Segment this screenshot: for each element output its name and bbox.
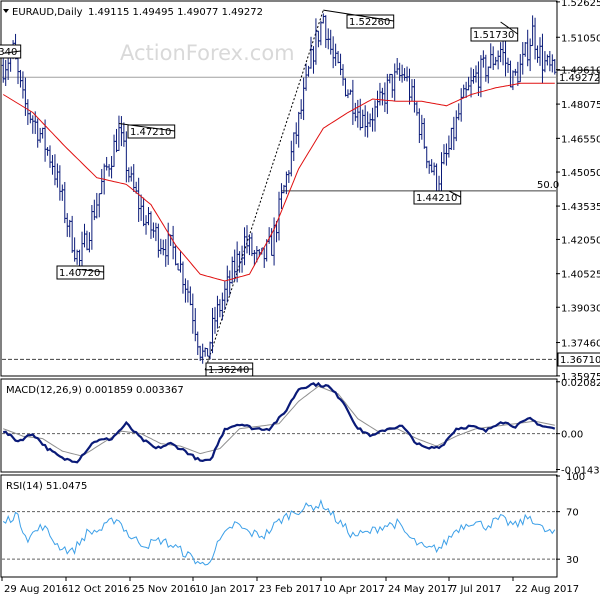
price-label-box bbox=[470, 27, 519, 42]
macd-tick-label: -0.014386 bbox=[561, 465, 600, 476]
price-label: 1.36710 bbox=[560, 355, 600, 366]
price-label: 1.51730 bbox=[473, 30, 514, 41]
x-tick-label: 23 Feb 2017 bbox=[259, 584, 321, 595]
price-tick-label: 1.40525 bbox=[561, 270, 600, 281]
price-label-leader bbox=[3, 50, 21, 54]
macd-tick-label: 0.00 bbox=[561, 430, 583, 441]
price-tick-label: 1.39030 bbox=[561, 303, 600, 314]
price-panel-frame bbox=[0, 0, 558, 377]
last-price-box bbox=[556, 69, 600, 84]
macd-tick-label: 0.020827 bbox=[561, 378, 600, 389]
price-tick-label: 1.48075 bbox=[561, 100, 600, 111]
price-label-leader bbox=[77, 268, 104, 273]
macd-main-line bbox=[3, 381, 556, 464]
price-label-box bbox=[346, 14, 395, 29]
price-tick-label: 1.42050 bbox=[561, 235, 600, 246]
rsi-tick-label: 100 bbox=[566, 472, 585, 483]
x-tick-label: 22 Aug 2017 bbox=[515, 584, 579, 595]
price-tick-label: 1.37460 bbox=[561, 339, 600, 350]
x-tick-label: 10 Jan 2017 bbox=[195, 584, 255, 595]
price-tick-label: 1.45050 bbox=[561, 168, 600, 179]
fib-50-label: 50.0 bbox=[537, 180, 559, 191]
price-tick-label: 1.52625 bbox=[561, 0, 600, 9]
rsi-line-path bbox=[2, 498, 556, 566]
price-tick-label: 1.46550 bbox=[561, 134, 600, 145]
price-label-leader bbox=[118, 123, 175, 132]
price-label: 1.44210 bbox=[416, 193, 457, 204]
rsi-tick-label: 30 bbox=[566, 555, 579, 566]
price-label-leader bbox=[205, 368, 253, 371]
ohlc-readout: 1.49115 1.49495 1.49077 1.49272 bbox=[88, 7, 263, 18]
price-label-leader bbox=[323, 9, 394, 22]
macd-lines bbox=[2, 381, 556, 464]
price-label-box bbox=[56, 265, 105, 280]
x-tick-label: 29 Aug 2016 bbox=[4, 584, 68, 595]
price-label: 1.52260 bbox=[349, 17, 390, 28]
price-tick-label: 1.43535 bbox=[561, 202, 600, 213]
watermark: ActionForex.com bbox=[120, 41, 295, 65]
last-price-label: 1.49272 bbox=[559, 73, 600, 84]
rsi-line bbox=[2, 498, 556, 566]
price-label-box bbox=[557, 352, 600, 367]
rsi-title: RSI(14) 51.0475 bbox=[6, 481, 87, 492]
moving-average-line bbox=[2, 82, 555, 282]
x-tick-label: 12 Oct 2016 bbox=[68, 584, 130, 595]
price-tick-label: 1.49610 bbox=[561, 66, 600, 77]
symbol-marker-icon bbox=[3, 9, 9, 13]
price-tick-label: 1.35975 bbox=[561, 372, 600, 383]
macd-panel-frame bbox=[0, 378, 558, 473]
chart-symbol: EURAUD,Daily bbox=[12, 7, 83, 18]
macd-title: MACD(12,26,9) 0.001859 0.003367 bbox=[6, 385, 184, 396]
price-label: 1.40720 bbox=[59, 268, 100, 279]
price-label-box bbox=[413, 190, 462, 205]
rsi-panel-frame bbox=[0, 474, 558, 578]
macd-signal-line bbox=[3, 385, 555, 457]
price-label-leader bbox=[500, 21, 518, 35]
x-tick-label: 10 Apr 2017 bbox=[323, 584, 385, 595]
x-tick-label: 24 May 2017 bbox=[388, 584, 453, 595]
price-label-leader bbox=[448, 190, 461, 198]
ohlc-bars bbox=[1, 13, 557, 364]
x-tick-label: 25 Nov 2016 bbox=[132, 584, 196, 595]
x-tick-label: 7 Jul 2017 bbox=[451, 584, 501, 595]
price-tick-label: 1.51050 bbox=[561, 33, 600, 44]
rsi-tick-label: 70 bbox=[566, 508, 579, 519]
price-label: 1.36240 bbox=[208, 365, 249, 376]
price-annotations: 50.01.503401.472101.407201.362401.522601… bbox=[0, 9, 600, 377]
moving-average bbox=[2, 82, 555, 282]
price-label-box bbox=[127, 124, 176, 139]
trendline bbox=[204, 9, 324, 371]
price-label: 1.47210 bbox=[130, 127, 171, 138]
